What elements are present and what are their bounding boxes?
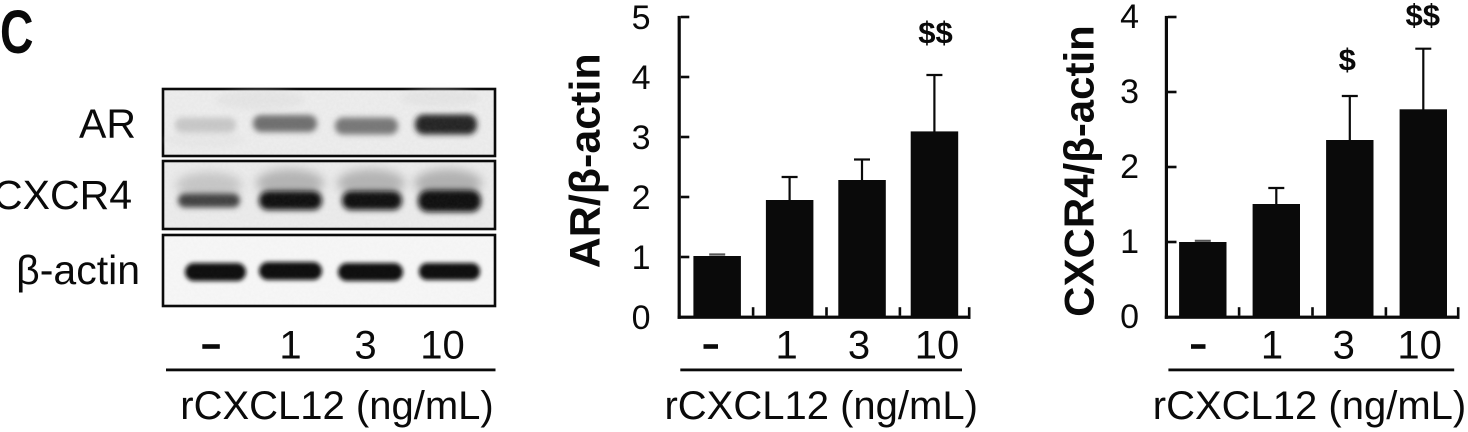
svg-text:5: 5	[632, 0, 651, 37]
svg-text:1: 1	[1261, 324, 1283, 368]
svg-text:0: 0	[1120, 298, 1139, 336]
svg-text:3: 3	[632, 119, 651, 157]
svg-text:10: 10	[915, 324, 960, 368]
svg-text:2: 2	[632, 179, 651, 217]
svg-text:0: 0	[632, 299, 651, 337]
svg-text:$: $	[1339, 42, 1356, 77]
svg-text:1: 1	[775, 324, 797, 368]
svg-text:10: 10	[420, 324, 465, 368]
svg-text:3: 3	[1120, 73, 1139, 111]
svg-text:$$: $$	[918, 15, 952, 50]
svg-text:β-actin: β-actin	[16, 247, 140, 293]
svg-text:1: 1	[632, 239, 651, 277]
svg-text:1: 1	[1120, 223, 1139, 261]
svg-text:rCXCL12 (ng/mL): rCXCL12 (ng/mL)	[664, 384, 977, 428]
svg-text:AR/β-actin: AR/β-actin	[561, 53, 609, 268]
svg-text:rCXCL12 (ng/mL): rCXCL12 (ng/mL)	[180, 384, 493, 428]
svg-text:CXCR4: CXCR4	[0, 172, 132, 218]
svg-text:AR: AR	[79, 101, 136, 147]
svg-text:C: C	[0, 0, 33, 67]
svg-text:10: 10	[1397, 324, 1442, 368]
svg-text:1: 1	[279, 324, 301, 368]
svg-text:4: 4	[1120, 0, 1139, 36]
svg-text:rCXCL12 (ng/mL): rCXCL12 (ng/mL)	[1153, 384, 1466, 428]
svg-text:3: 3	[354, 324, 376, 368]
svg-text:4: 4	[632, 59, 651, 97]
svg-text:CXCR4/β-actin: CXCR4/β-actin	[1056, 25, 1103, 317]
svg-text:3: 3	[848, 324, 870, 368]
svg-text:2: 2	[1120, 148, 1139, 186]
svg-text:$$: $$	[1405, 0, 1439, 33]
svg-text:3: 3	[1333, 324, 1355, 368]
